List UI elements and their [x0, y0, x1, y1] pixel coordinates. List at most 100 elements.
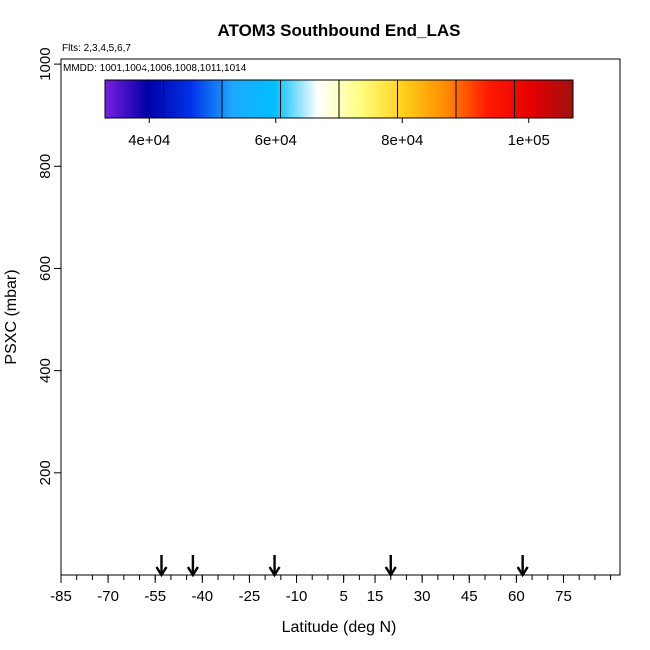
- data-point: [499, 199, 505, 204]
- data-point: [153, 312, 159, 318]
- data-point: [352, 411, 357, 417]
- x-tick-label: -10: [286, 588, 308, 605]
- x-axis-label: Latitude (deg N): [282, 619, 397, 636]
- data-point: [276, 419, 281, 425]
- data-point: [147, 235, 152, 240]
- data-point: [314, 455, 319, 460]
- data-point: [326, 391, 331, 397]
- data-point: [112, 365, 118, 371]
- data-point: [218, 251, 223, 256]
- data-point: [507, 342, 512, 347]
- data-point: [366, 173, 372, 178]
- profile-marker-arrow: [186, 555, 199, 578]
- data-point: [467, 200, 473, 205]
- data-point: [186, 360, 191, 365]
- data-point: [141, 64, 147, 69]
- data-point: [217, 73, 223, 78]
- data-point: [154, 139, 159, 144]
- data-point: [161, 317, 166, 322]
- data-point: [469, 70, 475, 76]
- data-point: [408, 241, 414, 246]
- data-point: [210, 334, 215, 339]
- data-point: [103, 312, 108, 317]
- data-point: [113, 426, 119, 431]
- data-point: [381, 325, 386, 331]
- data-point: [214, 353, 219, 358]
- data-point: [89, 99, 94, 104]
- y-axis-label: PSXC (mbar): [3, 269, 20, 364]
- data-point: [278, 258, 284, 264]
- x-tick-label: -85: [50, 588, 72, 605]
- data-point: [384, 421, 390, 426]
- data-point: [304, 168, 309, 173]
- profile-marker-arrow: [268, 555, 281, 578]
- data-point: [323, 387, 329, 392]
- data-point: [99, 358, 105, 363]
- data-point: [375, 227, 380, 233]
- data-point: [111, 303, 116, 309]
- data-point: [139, 202, 145, 207]
- data-point: [144, 281, 150, 286]
- data-point: [404, 122, 409, 128]
- data-point: [139, 402, 144, 408]
- x-tick-label: -25: [239, 588, 261, 605]
- data-point: [182, 217, 188, 222]
- data-point: [387, 200, 393, 205]
- data-point: [254, 305, 260, 310]
- y-axis: 200 400 600 800 1000: [37, 47, 61, 485]
- x-axis: -85 -70 -55 -40 -25 -10 5 15 30 45 60 75: [50, 575, 612, 605]
- x-tick-label: 15: [367, 588, 384, 605]
- data-point: [271, 198, 277, 203]
- data-point: [246, 298, 252, 303]
- data-point: [394, 466, 399, 471]
- data-point: [499, 304, 504, 309]
- data-point: [436, 288, 442, 293]
- data-point: [468, 245, 474, 250]
- colorbar-tick-label: 8e+04: [381, 132, 423, 149]
- data-point: [118, 124, 123, 129]
- x-tick-label: 75: [555, 588, 572, 605]
- data-point: [446, 73, 451, 78]
- data-point: [531, 151, 536, 156]
- data-point: [537, 122, 543, 127]
- y-tick-label: 200: [37, 460, 54, 485]
- data-point: [202, 336, 208, 342]
- data-point: [450, 356, 455, 361]
- data-point: [308, 427, 314, 433]
- data-point: [84, 83, 89, 88]
- profile-marker-arrow: [516, 555, 529, 578]
- data-point: [191, 315, 196, 320]
- data-point: [492, 247, 498, 253]
- y-tick-label: 800: [37, 154, 54, 179]
- data-point: [136, 143, 142, 148]
- colorbar-ticks: 4e+04 6e+04 8e+04 1e+05: [128, 80, 550, 149]
- y-tick-label: 1000: [37, 47, 54, 80]
- data-point: [379, 448, 385, 454]
- data-point: [241, 359, 246, 364]
- data-point: [194, 460, 200, 465]
- data-point: [117, 425, 122, 430]
- data-point: [240, 208, 246, 213]
- data-point: [149, 432, 154, 437]
- data-point: [502, 350, 507, 355]
- flights-subtitle: Flts: 2,3,4,5,6,7: [62, 43, 131, 54]
- data-point: [219, 404, 224, 410]
- x-tick-label: -40: [191, 588, 213, 605]
- data-point: [439, 159, 444, 164]
- data-point: [99, 439, 104, 445]
- data-point: [465, 138, 471, 144]
- x-tick-label: 45: [461, 588, 478, 605]
- data-point: [379, 234, 385, 239]
- data-point: [150, 152, 155, 158]
- data-point: [323, 201, 328, 207]
- data-point: [308, 154, 313, 159]
- data-point: [462, 319, 467, 325]
- data-point: [179, 209, 185, 214]
- data-point: [363, 405, 369, 410]
- data-point-markers: [70, 64, 555, 482]
- data-point: [202, 167, 207, 173]
- x-tick-label: -55: [144, 588, 166, 605]
- data-point: [214, 336, 220, 342]
- colorbar-tick-label: 4e+04: [128, 132, 170, 149]
- data-point: [249, 268, 255, 273]
